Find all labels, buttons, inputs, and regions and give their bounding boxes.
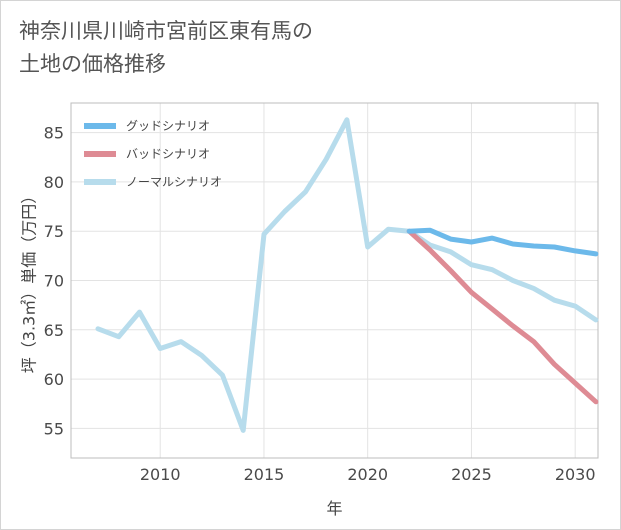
y-tick-label: 80 [44,173,64,192]
series-lines [95,117,599,433]
x-tick-label: 2030 [555,465,596,484]
legend-bad-scenario: バッドシナリオ [84,147,210,161]
legend-normal-scenario: ノーマルシナリオ [84,175,222,189]
y-tick-label: 85 [44,124,64,143]
chart-title: 神奈川県川崎市宮前区東有馬の 土地の価格推移 [19,19,313,76]
grid [71,103,598,458]
normal-scenario-line [95,117,599,433]
legend-label: バッドシナリオ [126,147,210,161]
legend-label: グッドシナリオ [126,119,210,133]
tick-labels: 55 60 65 70 75 80 85 2010 2015 2020 2025 2030 [44,124,596,484]
good-scenario-line [406,227,599,257]
x-tick-label: 2010 [140,465,181,484]
y-tick-label: 60 [44,370,64,389]
y-tick-label: 70 [44,272,64,291]
legend-good-scenario: グッドシナリオ [84,119,210,133]
y-tick-label: 55 [44,419,64,438]
plot-area [70,102,599,459]
x-tick-label: 2025 [451,465,492,484]
bad-scenario-line [406,228,599,405]
y-tick-label: 65 [44,321,64,340]
y-axis-label: 坪（3.3㎡）単価（万円） [20,188,39,373]
x-axis-label: 年 [326,499,342,518]
x-tick-label: 2020 [347,465,388,484]
x-tick-label: 2015 [244,465,285,484]
legend-label: ノーマルシナリオ [126,175,222,189]
y-tick-label: 75 [44,222,64,241]
